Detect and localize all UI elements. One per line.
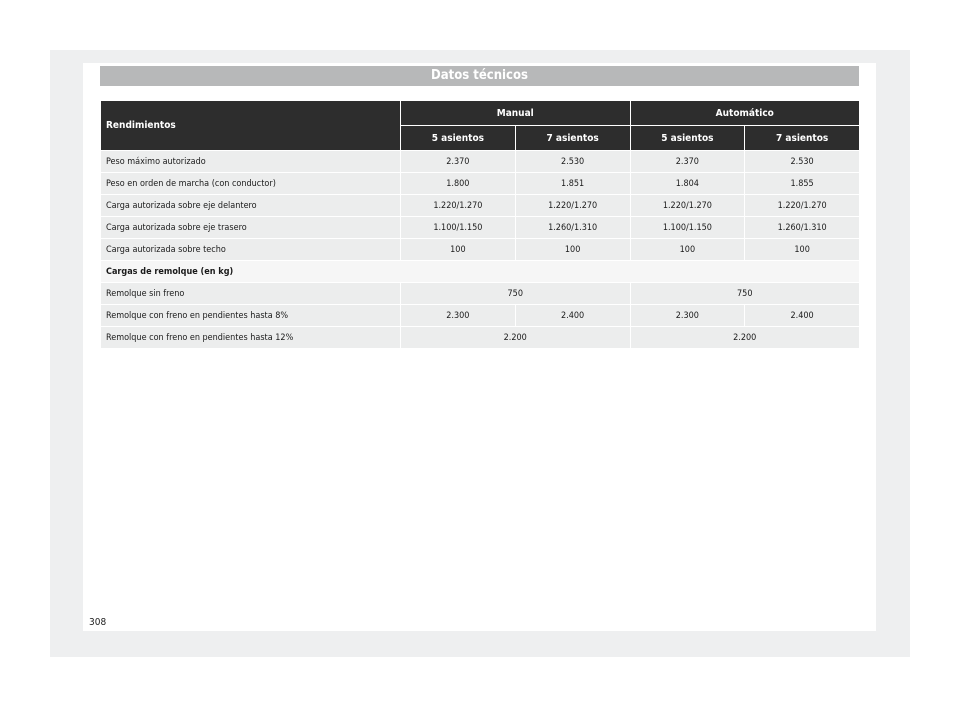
group-header-automatic: Automático [629, 100, 861, 126]
table-row: Carga autorizada sobre techo 100 100 100… [100, 238, 861, 261]
specs-table: Rendimientos Manual Automático 5 asiento… [99, 100, 861, 349]
value-cell: 100 [629, 238, 746, 261]
value-cell: 2.530 [744, 150, 861, 173]
subheader-cell: 5 asientos [400, 125, 516, 151]
value-cell: 2.370 [400, 150, 516, 173]
value-cell: 1.800 [400, 172, 516, 195]
row-label: Peso en orden de marcha (con conductor) [100, 172, 401, 195]
row-label: Carga autorizada sobre eje trasero [100, 216, 401, 239]
table-row: Carga autorizada sobre eje delantero 1.2… [100, 194, 861, 217]
value-cell-automatic: 2.200 [629, 326, 861, 349]
section-title: Datos técnicos [100, 66, 859, 86]
value-cell: 100 [400, 238, 516, 261]
value-cell: 1.855 [744, 172, 861, 195]
row-label: Carga autorizada sobre eje delantero [100, 194, 401, 217]
page-number: 308 [89, 617, 107, 628]
row-label: Remolque sin freno [100, 282, 401, 305]
value-cell: 2.370 [629, 150, 746, 173]
value-cell-automatic: 750 [629, 282, 861, 305]
value-cell: 2.300 [400, 304, 516, 327]
value-cell: 1.220/1.270 [514, 194, 631, 217]
value-cell: 2.400 [744, 304, 861, 327]
header-row-seats: 5 asientos 7 asientos 5 asientos 7 asien… [101, 125, 861, 151]
value-cell: 1.851 [514, 172, 631, 195]
table-row: Peso máximo autorizado 2.370 2.530 2.370… [100, 150, 861, 173]
group-header-manual: Manual [400, 100, 631, 126]
row-label: Remolque con freno en pendientes hasta 8… [100, 304, 401, 327]
value-cell: 100 [744, 238, 861, 261]
row-header-cell: Rendimientos [100, 100, 401, 151]
value-cell-manual: 750 [400, 282, 631, 305]
value-cell-manual: 2.200 [400, 326, 631, 349]
section-label: Cargas de remolque (en kg) [99, 260, 861, 283]
value-cell: 2.530 [514, 150, 631, 173]
row-label: Peso máximo autorizado [100, 150, 401, 173]
value-cell: 1.804 [629, 172, 746, 195]
row-label: Carga autorizada sobre techo [100, 238, 401, 261]
subheader-cell: 5 asientos [629, 125, 746, 151]
value-cell: 1.260/1.310 [514, 216, 631, 239]
value-cell: 100 [514, 238, 631, 261]
table-row: Peso en orden de marcha (con conductor) … [100, 172, 861, 195]
table-row: Remolque con freno en pendientes hasta 1… [100, 326, 861, 349]
value-cell: 1.220/1.270 [629, 194, 746, 217]
header-row-groups: Rendimientos Manual Automático [100, 100, 861, 151]
section-row: Cargas de remolque (en kg) [99, 260, 861, 283]
value-cell: 1.100/1.150 [629, 216, 746, 239]
value-cell: 1.100/1.150 [400, 216, 516, 239]
table-row: Remolque sin freno 750 750 [100, 282, 861, 305]
value-cell: 1.220/1.270 [744, 194, 861, 217]
table-row: Carga autorizada sobre eje trasero 1.100… [100, 216, 861, 239]
table-row: Remolque con freno en pendientes hasta 8… [100, 304, 861, 327]
value-cell: 2.300 [629, 304, 746, 327]
subheader-cell: 7 asientos [514, 125, 631, 151]
value-cell: 1.220/1.270 [400, 194, 516, 217]
value-cell: 2.400 [514, 304, 631, 327]
subheader-cell: 7 asientos [744, 125, 861, 151]
value-cell: 1.260/1.310 [744, 216, 861, 239]
row-label: Remolque con freno en pendientes hasta 1… [100, 326, 401, 349]
